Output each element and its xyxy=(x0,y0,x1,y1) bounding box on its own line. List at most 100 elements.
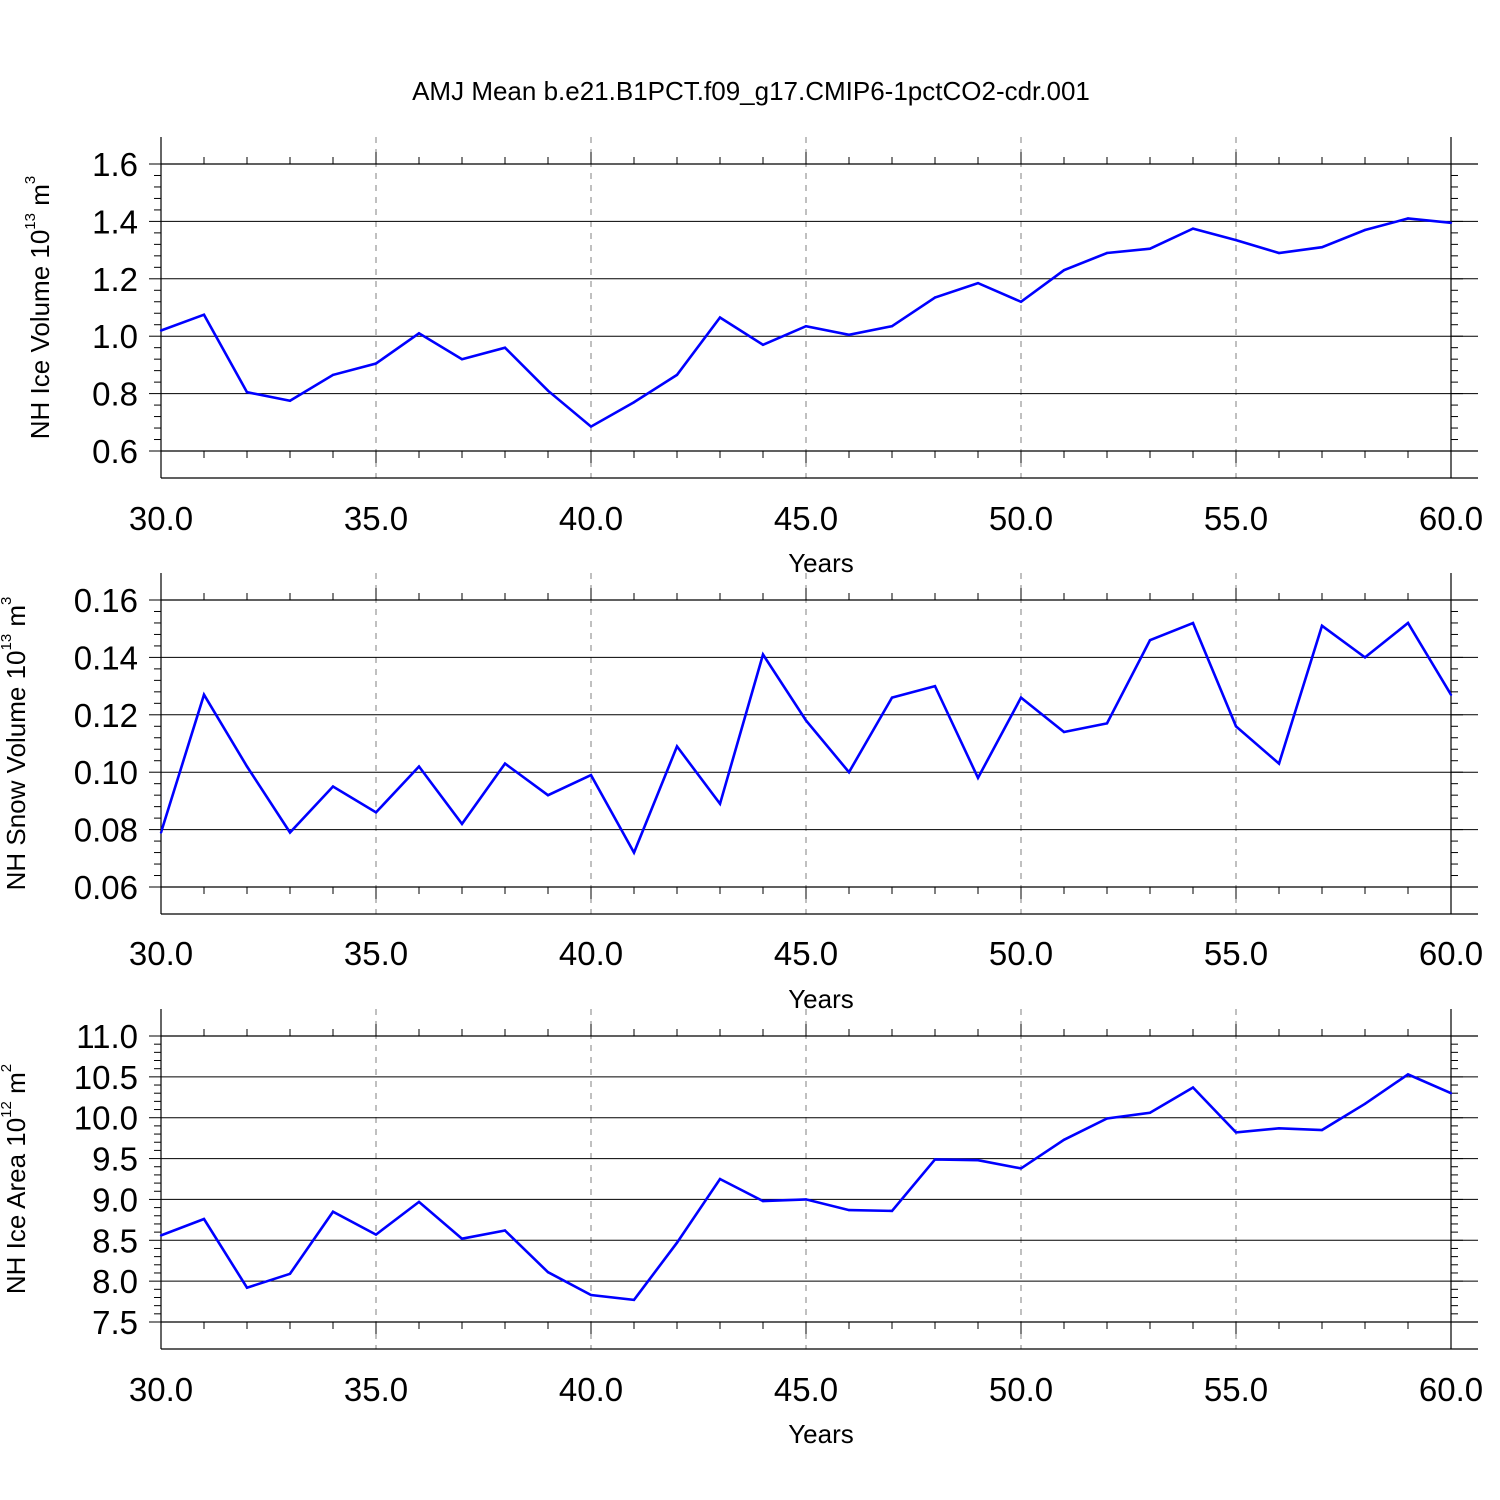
panel-2-data-point xyxy=(890,696,894,699)
panel-1-data-point xyxy=(460,358,464,361)
panel-3-x-tick-label: 55.0 xyxy=(1204,1371,1268,1408)
panel-1-y-tick-label: 0.6 xyxy=(92,433,138,470)
panel-1-data-point xyxy=(159,329,163,332)
panel-3-x-axis-label: Years xyxy=(788,1419,854,1449)
panel-2-x-tick-label: 30.0 xyxy=(129,935,193,972)
panel-2-data-point xyxy=(761,653,765,656)
panel-3-data-point xyxy=(804,1198,808,1201)
panel-1-data-point xyxy=(1062,269,1066,272)
panel-1-y-tick-label: 0.8 xyxy=(92,376,138,413)
panel-1-data-point xyxy=(675,373,679,377)
panel-2-data-point xyxy=(1406,621,1410,625)
panel-2-y-tick-label: 0.06 xyxy=(74,869,138,906)
panel-1-data-point xyxy=(202,313,206,316)
panel-2-data-point xyxy=(933,684,937,688)
panel-2-data-point xyxy=(374,811,378,814)
panel-2-data-point xyxy=(632,851,636,854)
panel-3-x-tick-label: 30.0 xyxy=(129,1371,193,1408)
panel-3-data-point xyxy=(202,1217,206,1221)
panel-1-y-tick-label: 1.6 xyxy=(92,146,138,183)
panel-3-x-tick-label: 50.0 xyxy=(989,1371,1053,1408)
panel-1-data-point xyxy=(1148,247,1152,250)
panel-3-data-point xyxy=(1320,1128,1324,1132)
panel-3-data-point xyxy=(546,1271,550,1274)
panel-3-y-tick-label: 10.0 xyxy=(74,1100,138,1137)
panel-3-data-point xyxy=(1406,1073,1410,1076)
panel-3-data-point xyxy=(288,1272,292,1276)
panel-1-data-point xyxy=(1019,300,1023,303)
panel-2-data-point xyxy=(460,822,464,826)
panel-2-data-point xyxy=(1191,621,1195,625)
panel-1-data-point xyxy=(1105,251,1109,255)
panel-1-data-point xyxy=(1449,221,1453,224)
panel-2-data-point xyxy=(1277,762,1281,765)
panel-3-data-point xyxy=(1148,1111,1152,1115)
panel-2-x-tick-label: 35.0 xyxy=(344,935,408,972)
panel-1-data-point xyxy=(374,362,378,365)
panel-1-data-point xyxy=(632,401,636,404)
panel-3-y-tick-label: 9.0 xyxy=(92,1181,138,1218)
panel-2-data-point xyxy=(804,719,808,722)
panel-2-y-tick-label: 0.12 xyxy=(74,697,138,734)
panel-3-data-point xyxy=(503,1229,507,1232)
panel-3-data-point xyxy=(245,1286,249,1289)
panel-2-data-point xyxy=(847,771,851,774)
panel-3-y-axis-label: NH Ice Area 1012 m2 xyxy=(0,1064,31,1294)
panel-3-data-point xyxy=(374,1233,378,1236)
panel-2-data-point xyxy=(159,831,163,834)
panel-1-data-point xyxy=(761,343,765,346)
panel-3-data-point xyxy=(675,1241,679,1244)
panel-3-data-point xyxy=(632,1298,636,1302)
panel-3-data-point xyxy=(460,1237,464,1240)
panel-2-y-axis-label: NH Snow Volume 1013 m3 xyxy=(0,597,31,891)
panel-3-data-point xyxy=(718,1177,722,1181)
panel-1-data-point xyxy=(1363,228,1367,232)
panel-1-data-point xyxy=(288,399,292,402)
panel-2-x-tick-label: 45.0 xyxy=(774,935,838,972)
panel-2-data-point xyxy=(1148,639,1152,642)
panel-1-data-point xyxy=(890,325,894,328)
panel-1-y-tick-label: 1.0 xyxy=(92,318,138,355)
panel-1-data-point xyxy=(847,333,851,336)
panel-3-y-tick-label: 8.5 xyxy=(92,1222,138,1259)
panel-1-x-tick-label: 50.0 xyxy=(989,500,1053,537)
panel-2-data-point xyxy=(417,765,421,768)
panel-3-data-point xyxy=(331,1210,335,1213)
panel-2-data-point xyxy=(976,776,980,780)
panel-1-x-tick-label: 55.0 xyxy=(1204,500,1268,537)
panel-1-data-point xyxy=(976,281,980,285)
panel-3-data-point xyxy=(761,1199,765,1203)
panel-3-data-point xyxy=(1363,1102,1367,1106)
panel-3-y-tick-label: 10.5 xyxy=(74,1059,138,1096)
panel-2-data-point xyxy=(1320,624,1324,627)
panel-3-y-tick-label: 7.5 xyxy=(92,1304,138,1341)
panel-2-y-tick-label: 0.10 xyxy=(74,754,138,791)
panel-2-data-point xyxy=(1062,730,1066,734)
panel-1-y-tick-label: 1.2 xyxy=(92,261,138,298)
panel-3-data-point xyxy=(890,1209,894,1213)
panel-3-y-tick-label: 11.0 xyxy=(76,1018,138,1055)
panel-1-x-tick-label: 40.0 xyxy=(559,500,623,537)
panel-3-x-tick-label: 40.0 xyxy=(559,1371,623,1408)
chart-title: AMJ Mean b.e21.B1PCT.f09_g17.CMIP6-1pctC… xyxy=(412,76,1090,106)
panel-3-x-tick-label: 45.0 xyxy=(774,1371,838,1408)
panel-1-data-point xyxy=(718,316,722,319)
panel-2-data-point xyxy=(1105,722,1109,725)
panel-1-x-axis-label: Years xyxy=(788,548,854,578)
panel-1-data-point xyxy=(1320,246,1324,249)
panel-2-y-tick-label: 0.16 xyxy=(74,582,138,619)
panel-2-data-point xyxy=(589,773,593,777)
panel-2-data-point xyxy=(202,693,206,696)
panel-3-y-tick-label: 9.5 xyxy=(92,1141,138,1178)
panel-1-data-point xyxy=(804,325,808,328)
panel-2-data-point xyxy=(245,765,249,768)
panel-2-data-point xyxy=(331,785,335,788)
panel-1-data-point xyxy=(245,391,249,394)
panel-3-data-point xyxy=(1062,1138,1066,1142)
panel-1-y-tick-label: 1.4 xyxy=(92,203,138,240)
panel-1-x-tick-label: 45.0 xyxy=(774,500,838,537)
panel-1-data-point xyxy=(417,332,421,335)
panel-2-y-tick-label: 0.08 xyxy=(74,812,138,849)
